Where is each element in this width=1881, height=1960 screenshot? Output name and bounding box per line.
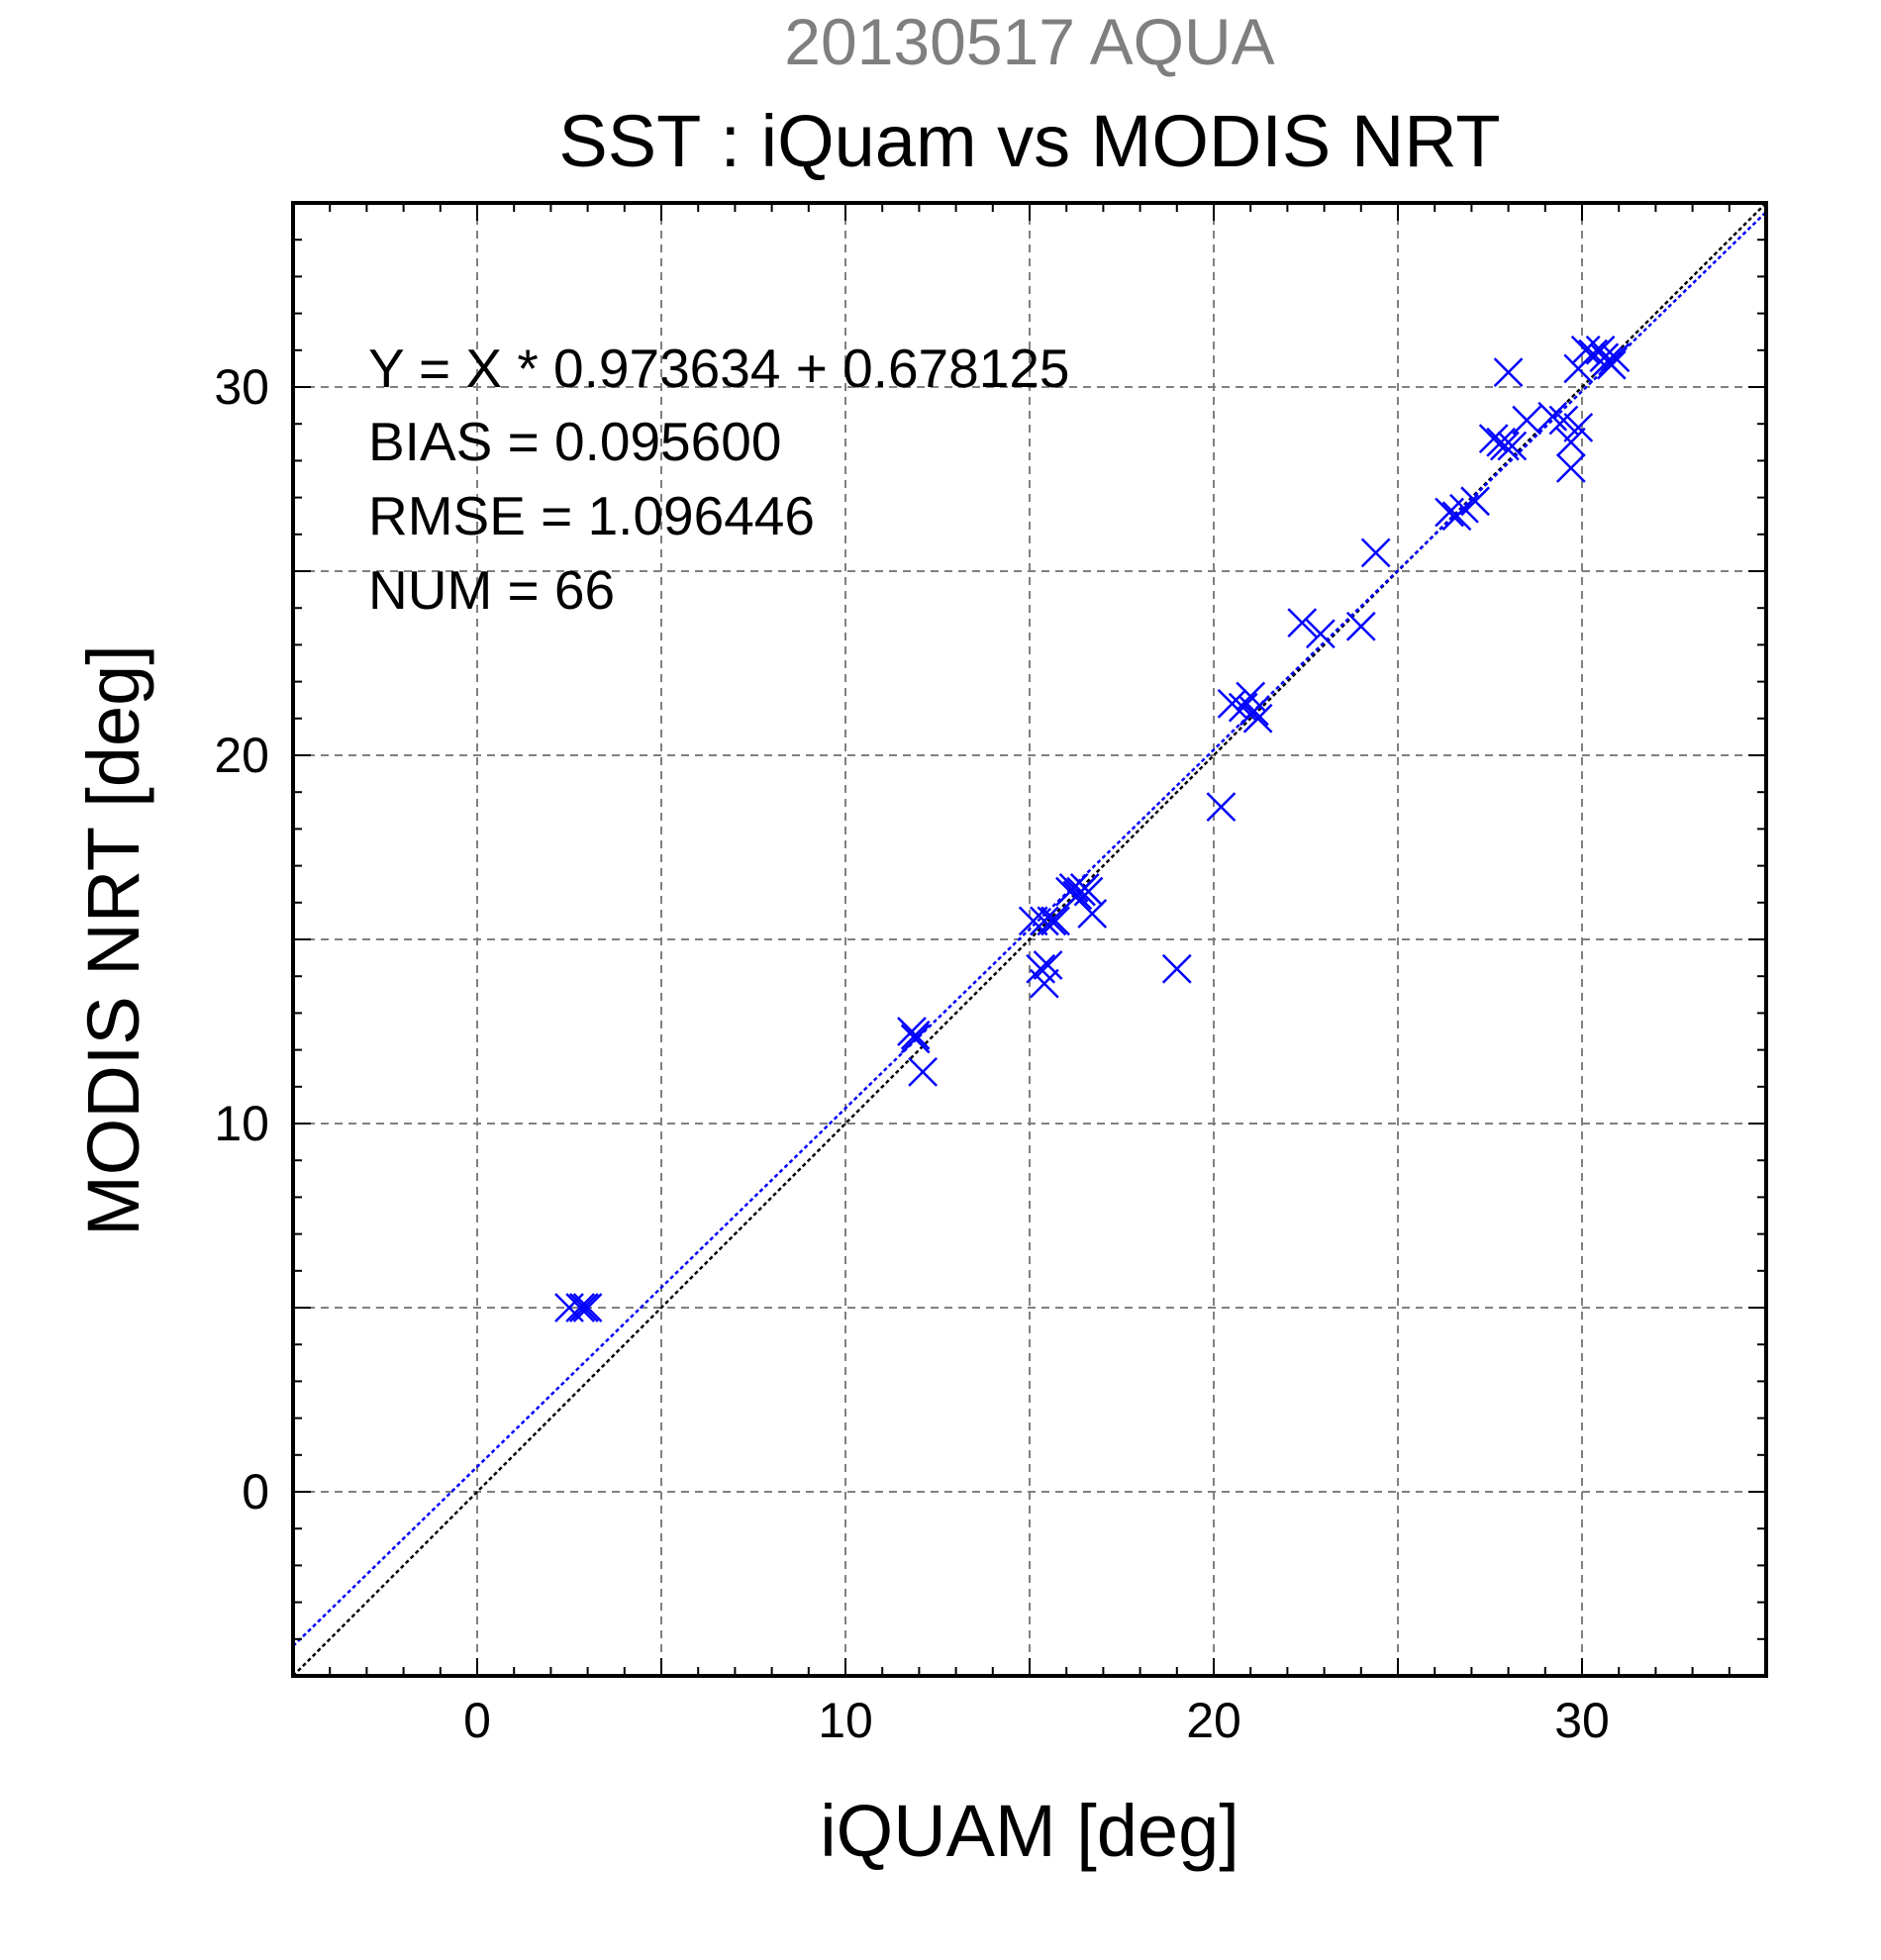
data-point <box>1460 486 1491 517</box>
data-point <box>565 1293 596 1323</box>
data-point-stroke <box>1026 953 1056 984</box>
x-axis-label: iQUAM [deg] <box>820 1790 1239 1872</box>
data-point <box>1161 953 1192 984</box>
data-point-stroke <box>1512 405 1542 436</box>
data-point-stroke <box>1287 608 1318 637</box>
stat-num: NUM = 66 <box>368 559 615 621</box>
data-point <box>1596 349 1627 380</box>
data-point <box>1600 343 1631 373</box>
data-point-stroke <box>1360 538 1391 568</box>
data-point <box>1489 431 1520 461</box>
data-point-stroke <box>900 1020 931 1050</box>
data-point <box>1555 427 1586 457</box>
fit-statistics: Y = X * 0.973634 + 0.678125 BIAS = 0.095… <box>368 338 1070 621</box>
data-point <box>1242 703 1273 734</box>
data-point-stroke <box>1555 427 1586 457</box>
data-point <box>1555 452 1586 483</box>
data-point-stroke <box>1585 335 1616 365</box>
y-axis-label: MODIS NRT [deg] <box>72 644 154 1236</box>
data-point <box>1037 906 1067 936</box>
data-point <box>1537 401 1568 432</box>
data-point <box>900 1024 931 1054</box>
data-point-stroke <box>1236 681 1266 712</box>
data-point-stroke <box>908 1057 939 1087</box>
data-point-stroke <box>1345 611 1376 641</box>
data-point-stroke <box>1037 906 1067 936</box>
reference-lines <box>293 203 1766 1676</box>
data-point <box>1239 696 1269 727</box>
x-tick-label: 10 <box>818 1693 873 1748</box>
data-point-stroke <box>1239 696 1269 727</box>
data-point-stroke <box>1600 343 1631 373</box>
x-tick-label: 30 <box>1554 1693 1610 1748</box>
data-point-stroke <box>1206 792 1237 822</box>
data-point-stroke <box>1077 899 1108 929</box>
data-point <box>1029 906 1059 936</box>
data-point <box>1360 538 1391 568</box>
y-tick-label: 20 <box>214 728 269 783</box>
identity-line <box>293 203 1766 1676</box>
data-point <box>1287 608 1318 637</box>
data-point-stroke <box>1029 906 1059 936</box>
stat-regression: Y = X * 0.973634 + 0.678125 <box>368 338 1070 399</box>
x-tick-label: 0 <box>463 1693 491 1748</box>
data-points <box>554 335 1631 1323</box>
data-point-stroke <box>1489 431 1520 461</box>
data-point <box>1040 906 1070 936</box>
data-point <box>1497 431 1528 461</box>
data-point-stroke <box>1029 968 1059 999</box>
x-tick-label: 20 <box>1186 1693 1241 1748</box>
y-tick-label: 0 <box>242 1464 269 1519</box>
data-point-stroke <box>1460 486 1491 517</box>
data-point <box>1077 899 1108 929</box>
data-point-stroke <box>1478 424 1509 453</box>
data-point-stroke <box>568 1293 599 1323</box>
data-point-stroke <box>1537 401 1568 432</box>
data-point-stroke <box>1040 906 1070 936</box>
data-point-stroke <box>1217 689 1247 719</box>
data-point-stroke <box>1242 703 1273 734</box>
stat-rmse: RMSE = 1.096446 <box>368 485 815 546</box>
data-point <box>908 1057 939 1087</box>
data-point <box>1563 413 1594 442</box>
data-point <box>1217 689 1247 719</box>
data-point-stroke <box>900 1024 931 1054</box>
data-point <box>572 1293 603 1323</box>
data-point-stroke <box>1570 335 1601 365</box>
data-point <box>1512 405 1542 436</box>
data-point <box>1493 357 1524 388</box>
data-point-stroke <box>1596 349 1627 380</box>
plot-frame <box>291 201 1768 1678</box>
data-point <box>1029 968 1059 999</box>
data-point-stroke <box>1033 950 1063 980</box>
data-point <box>1305 619 1336 649</box>
stat-bias: BIAS = 0.095600 <box>368 411 781 472</box>
data-point-stroke <box>572 1293 603 1323</box>
data-point <box>1206 792 1237 822</box>
chart-title: SST : iQuam vs MODIS NRT <box>558 100 1500 182</box>
data-point-stroke <box>1497 431 1528 461</box>
data-point <box>900 1020 931 1050</box>
data-point-stroke <box>1493 357 1524 388</box>
y-tick-label: 30 <box>214 359 269 415</box>
data-point-stroke <box>1058 873 1089 903</box>
data-point-stroke <box>1563 413 1594 442</box>
tick-labels: 0 10 20 30 0 10 20 30 <box>214 359 1609 1748</box>
data-point <box>1345 611 1376 641</box>
data-point-stroke <box>1305 619 1336 649</box>
chart-suptitle: 20130517 AQUA <box>784 5 1274 78</box>
data-point-stroke <box>1161 953 1192 984</box>
data-point-stroke <box>1548 405 1579 436</box>
data-point <box>1570 335 1601 365</box>
data-point <box>1548 405 1579 436</box>
data-point-stroke <box>565 1293 596 1323</box>
data-point-stroke <box>1555 452 1586 483</box>
data-point <box>568 1293 599 1323</box>
data-point <box>1033 950 1063 980</box>
regression-line <box>293 211 1766 1647</box>
y-tick-label: 10 <box>214 1096 269 1151</box>
